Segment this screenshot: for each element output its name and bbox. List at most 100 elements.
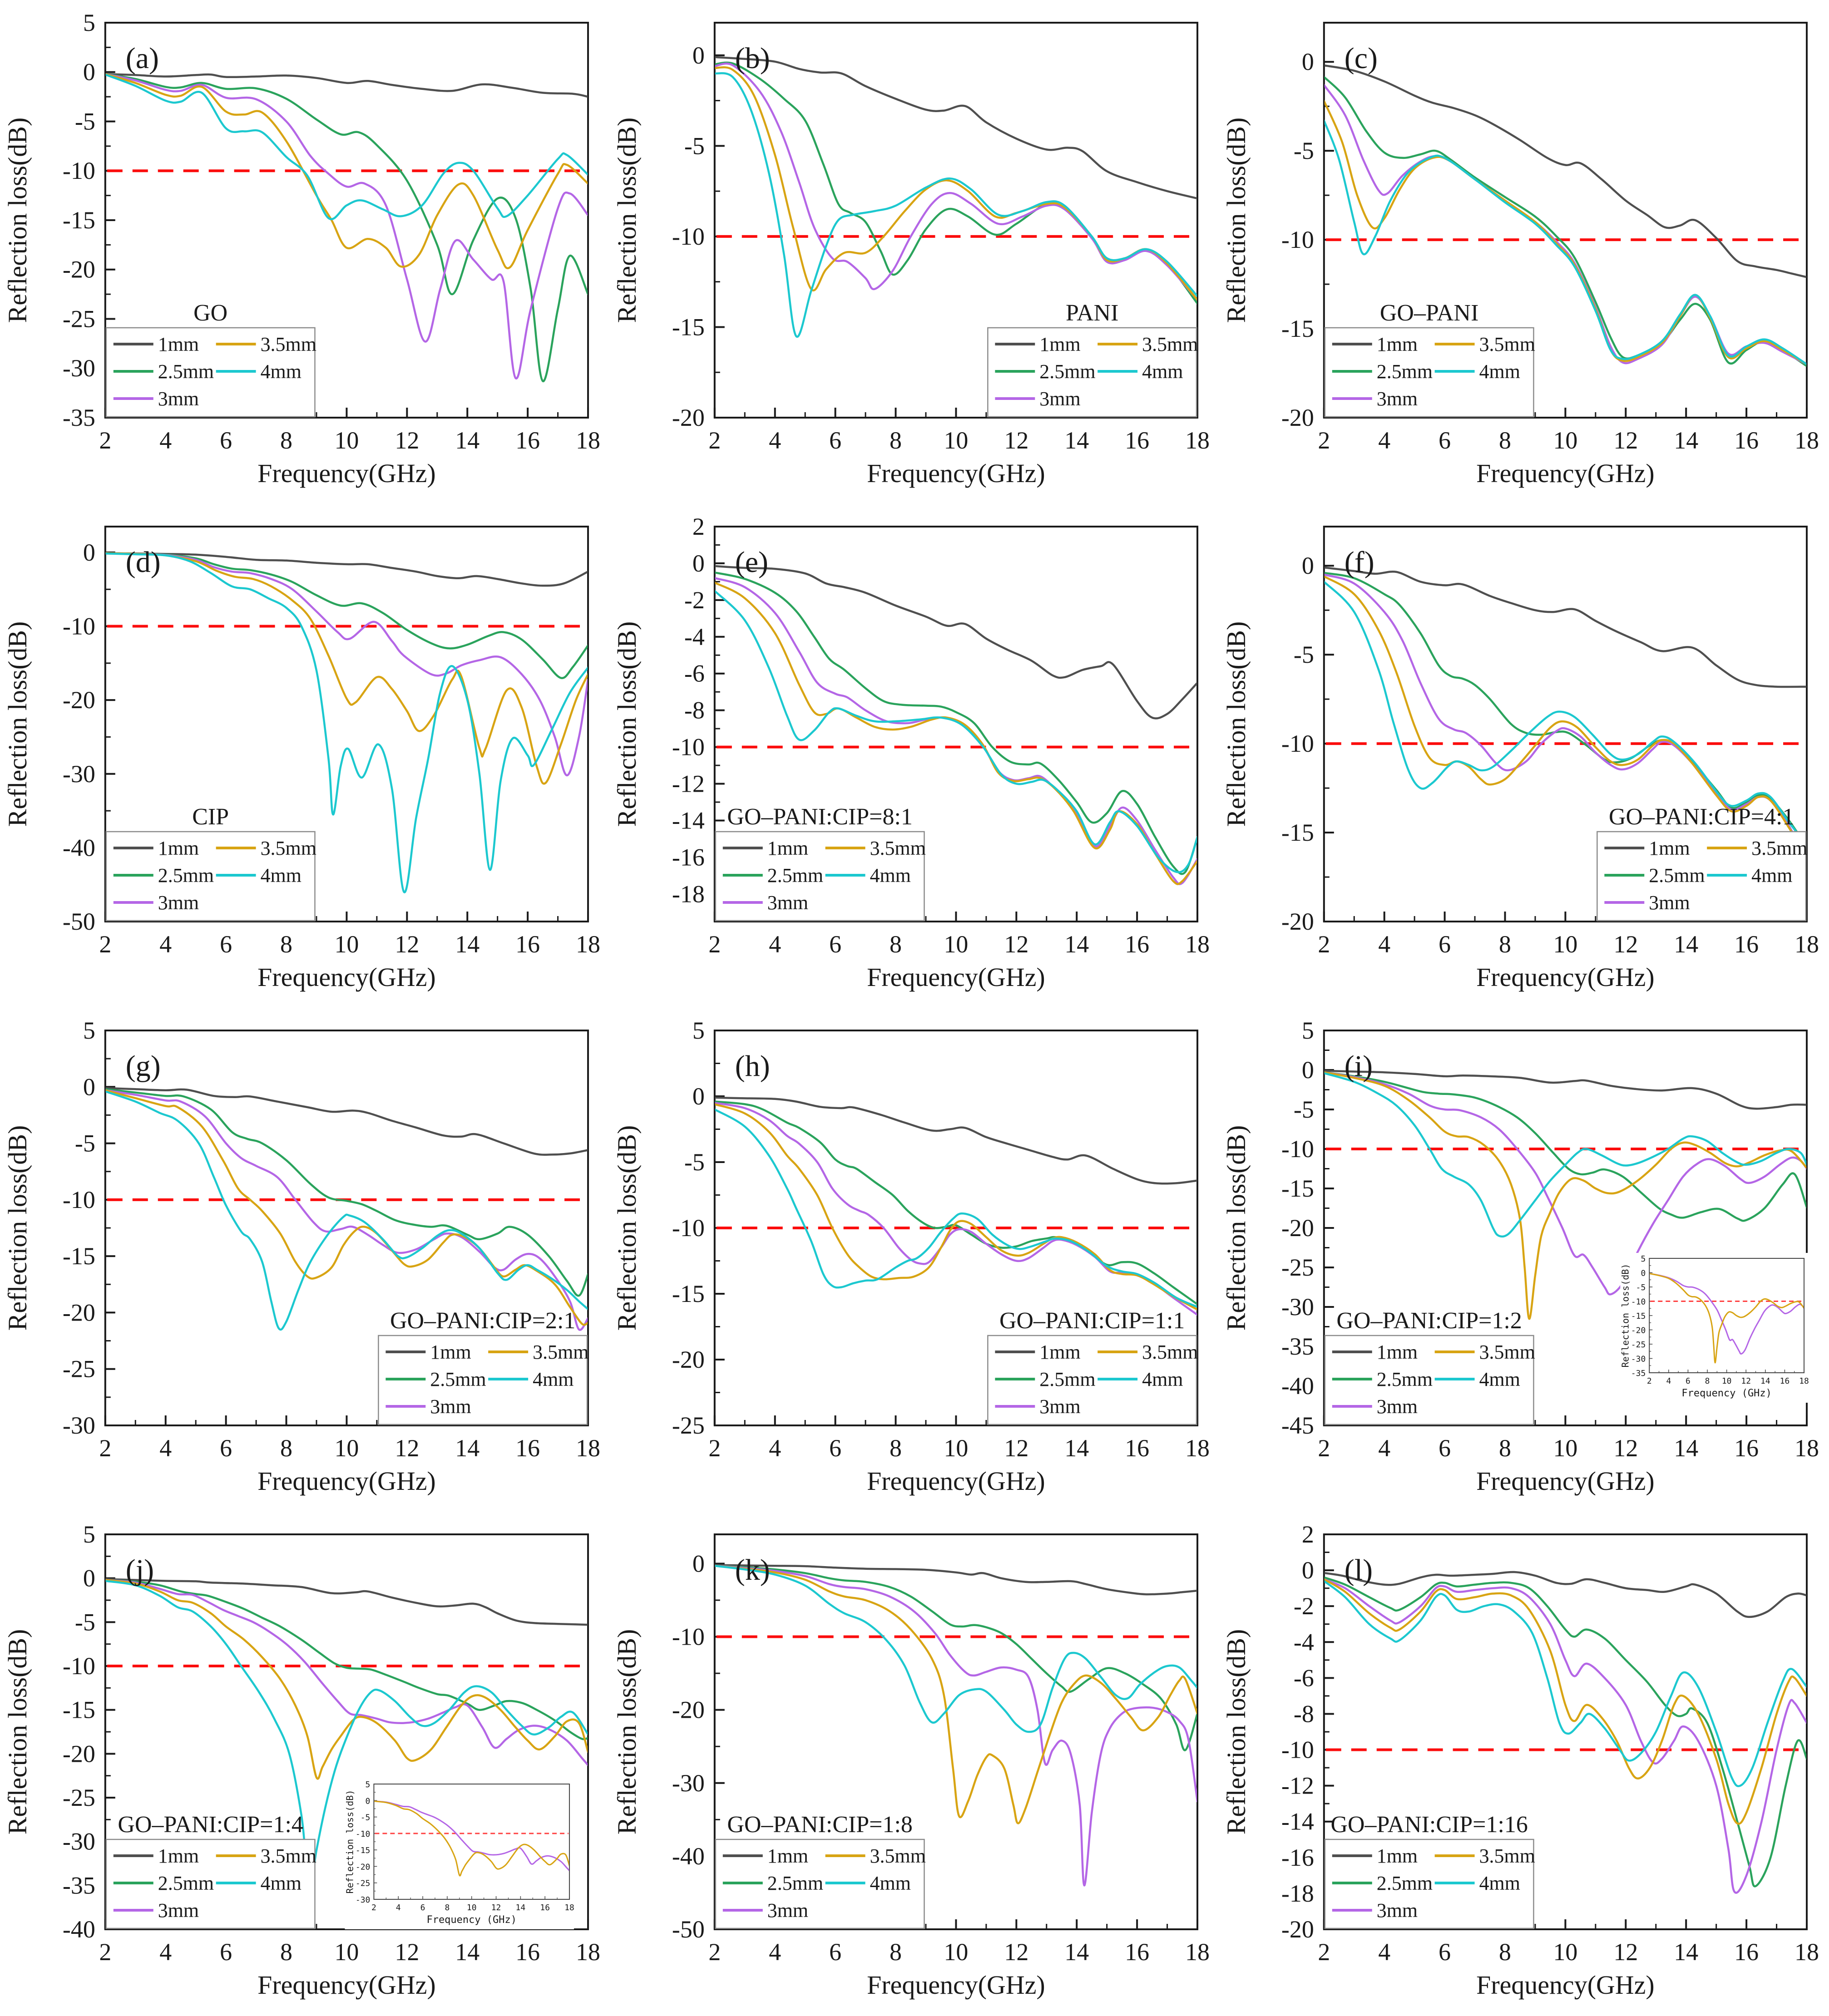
inset-y-tick: -10 bbox=[356, 1829, 370, 1839]
x-tick-label: 10 bbox=[944, 1938, 968, 1966]
y-tick-label: 0 bbox=[83, 59, 95, 86]
x-tick-label: 4 bbox=[159, 427, 172, 454]
y-tick-label: -14 bbox=[672, 807, 705, 834]
legend-label-3.5mm: 3.5mm bbox=[533, 1341, 588, 1363]
y-axis-title: Reflection loss(dB) bbox=[612, 1629, 642, 1835]
x-tick-label: 12 bbox=[1004, 1434, 1028, 1462]
y-tick-label: -40 bbox=[63, 834, 95, 861]
inset-curve-3.5mm bbox=[1650, 1273, 1804, 1364]
curves bbox=[105, 1578, 588, 1887]
legend-label-3mm: 3mm bbox=[767, 892, 808, 914]
x-tick-label: 14 bbox=[1674, 1434, 1698, 1462]
inset-x-tick: 16 bbox=[1780, 1376, 1790, 1386]
legend-label-3mm: 3mm bbox=[1039, 1395, 1080, 1418]
x-tick-label: 6 bbox=[220, 931, 232, 958]
legend-label-4mm: 4mm bbox=[1142, 360, 1183, 383]
x-tick-label: 8 bbox=[280, 931, 292, 958]
x-tick-label: 12 bbox=[1004, 427, 1028, 454]
legend-label-1mm: 1mm bbox=[1377, 333, 1418, 355]
x-tick-label: 6 bbox=[829, 931, 841, 958]
x-tick-label: 18 bbox=[1185, 1434, 1210, 1462]
y-tick-label: -2 bbox=[1294, 1592, 1314, 1620]
panel-label: (e) bbox=[735, 546, 768, 579]
x-tick-label: 12 bbox=[1613, 1434, 1638, 1462]
curve-3mm bbox=[1324, 573, 1807, 862]
x-tick-label: 2 bbox=[1318, 427, 1330, 454]
x-tick-label: 4 bbox=[769, 427, 781, 454]
legend-label-3mm: 3mm bbox=[158, 892, 199, 914]
legend-label-1mm: 1mm bbox=[767, 837, 808, 859]
curve-3.5mm bbox=[715, 66, 1197, 301]
x-tick-label: 2 bbox=[708, 931, 721, 958]
y-tick-label: -15 bbox=[1281, 819, 1314, 846]
panel-bg bbox=[609, 1512, 1219, 2016]
y-tick-label: -30 bbox=[672, 1770, 705, 1797]
curve-2.5mm bbox=[1324, 76, 1807, 367]
x-tick-label: 10 bbox=[334, 1938, 359, 1966]
x-tick-label: 14 bbox=[455, 1434, 479, 1462]
y-tick-label: -16 bbox=[672, 843, 705, 871]
panel-label: (j) bbox=[126, 1553, 154, 1587]
panel-label: (a) bbox=[126, 42, 159, 75]
legend-label-3mm: 3mm bbox=[1039, 388, 1080, 410]
curve-3.5mm bbox=[105, 552, 588, 785]
legend-label-4mm: 4mm bbox=[870, 864, 911, 887]
x-axis-title: Frequency(GHz) bbox=[257, 458, 436, 488]
panel-bg bbox=[0, 0, 609, 504]
x-tick-label: 14 bbox=[1064, 1434, 1089, 1462]
y-tick-label: -50 bbox=[63, 908, 95, 935]
y-tick-label: -25 bbox=[672, 1412, 705, 1439]
inset-y-tick: -15 bbox=[1631, 1311, 1646, 1321]
x-tick-label: 2 bbox=[708, 1938, 721, 1966]
y-tick-label: -4 bbox=[1294, 1628, 1314, 1656]
y-axis-title: Reflection loss(dB) bbox=[3, 621, 32, 827]
curve-3.5mm bbox=[715, 1565, 1197, 1824]
y-tick-label: 0 bbox=[83, 1565, 95, 1592]
legend: GO–PANI:CIP=1:16 1mm 2.5mm 3mm 3.5mm 4mm bbox=[1324, 1812, 1535, 1929]
y-tick-label: -10 bbox=[672, 734, 705, 761]
legend-label-3.5mm: 3.5mm bbox=[1142, 333, 1198, 355]
legend-label-3.5mm: 3.5mm bbox=[1142, 1341, 1198, 1363]
curve-4mm bbox=[1324, 1580, 1807, 1787]
panel-f: 2 4 6 8 10 12 14 16 18 0 -5 -10 -15 -20 Frequency(GHz)… bbox=[1219, 504, 1828, 1008]
legend-title: PANI bbox=[1066, 300, 1118, 326]
legend-label-3mm: 3mm bbox=[1649, 892, 1690, 914]
legend-label-4mm: 4mm bbox=[1479, 360, 1520, 383]
panel-label: (h) bbox=[735, 1050, 770, 1083]
y-tick-label: -25 bbox=[63, 1784, 95, 1811]
y-axis-title: Reflection loss(dB) bbox=[1221, 1629, 1251, 1835]
legend-label-3.5mm: 3.5mm bbox=[261, 837, 316, 859]
legend: GO–PANI 1mm 2.5mm 3mm 3.5mm 4mm bbox=[1324, 300, 1535, 418]
y-tick-label: -15 bbox=[1281, 315, 1314, 342]
y-tick-label: 5 bbox=[692, 1017, 705, 1044]
y-axis-title: Reflection loss(dB) bbox=[612, 621, 642, 827]
y-tick-label: 0 bbox=[692, 1083, 705, 1110]
legend-label-2.5mm: 2.5mm bbox=[1377, 360, 1433, 383]
y-tick-label: -20 bbox=[63, 686, 95, 714]
x-tick-label: 8 bbox=[280, 1434, 292, 1462]
x-tick-label: 12 bbox=[395, 931, 419, 958]
x-tick-label: 18 bbox=[576, 1434, 600, 1462]
y-tick-label: -20 bbox=[672, 404, 705, 431]
y-tick-label: -4 bbox=[684, 623, 705, 651]
panel-i: 2 4 6 8 10 12 14 16 18 5 0 -5 -10 -15 -20 -25 -30 -35 -40 -… bbox=[1219, 1008, 1828, 1512]
x-tick-label: 4 bbox=[159, 931, 172, 958]
x-tick-label: 2 bbox=[1318, 931, 1330, 958]
y-tick-label: -5 bbox=[684, 1148, 705, 1176]
legend-label-4mm: 4mm bbox=[261, 864, 302, 887]
legend-label-2.5mm: 2.5mm bbox=[158, 864, 214, 887]
x-tick-label: 2 bbox=[99, 931, 111, 958]
curve-3mm bbox=[105, 1579, 588, 1766]
x-tick-label: 16 bbox=[1734, 1434, 1759, 1462]
y-tick-label: -10 bbox=[63, 613, 95, 640]
x-tick-label: 18 bbox=[576, 427, 600, 454]
inset-curve-3mm bbox=[374, 1800, 569, 1872]
y-tick-label: -15 bbox=[1281, 1175, 1314, 1202]
curve-2.5mm bbox=[105, 552, 588, 679]
chart-j: 2 4 6 8 10 12 14 16 18 5 0 -5 -10 -15 -20 -25 -30 -35 -40 F… bbox=[0, 1512, 609, 2016]
axis-ticks: 2 4 6 8 10 12 14 16 18 0 -5 -10 -15 -20 bbox=[1281, 552, 1819, 958]
inset-y-axis-title: Reflection loss(dB) bbox=[1620, 1264, 1631, 1368]
curve-2.5mm bbox=[1324, 1576, 1807, 1888]
y-tick-label: -40 bbox=[63, 1916, 95, 1943]
legend-label-3.5mm: 3.5mm bbox=[1751, 837, 1807, 859]
